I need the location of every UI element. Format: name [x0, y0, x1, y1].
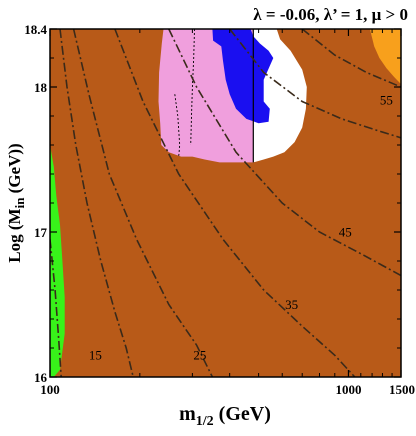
y-tick-label-17: 17 — [34, 225, 48, 240]
contour-line-3 — [168, 29, 401, 277]
dotted-boundary-line-0 — [190, 29, 195, 146]
contour-line-5 — [301, 29, 401, 88]
ticks-layer: 100 1000 1500 16 17 18 18.4 — [24, 22, 415, 397]
contour-labels-layer: 15 25 35 45 55 — [89, 92, 393, 362]
contour-line-0 — [59, 29, 134, 377]
x-tick-label-1500: 1500 — [389, 382, 415, 397]
y-tick-label-16: 16 — [34, 370, 48, 385]
x-axis-label: m1/2 (GeV) — [179, 403, 271, 429]
orange-region-4 — [369, 29, 401, 85]
x-axis-label-unit: (GeV) — [214, 403, 271, 425]
contour-label-45: 45 — [339, 224, 352, 239]
contour-line-1 — [72, 29, 214, 377]
contour-label-35: 35 — [285, 297, 298, 312]
contour-line-4 — [229, 29, 401, 139]
dotted-boundary-line-1 — [174, 94, 181, 157]
lines-layer — [174, 29, 254, 163]
y-tick-label-18: 18 — [34, 80, 48, 95]
x-tick-label-1000: 1000 — [335, 382, 361, 397]
y-axis-label-subscript: in — [12, 197, 27, 209]
x-tick-label-100: 100 — [40, 382, 60, 397]
x-axis-label-subscript: 1/2 — [196, 414, 214, 429]
y-axis-label-unit: (GeV)) — [5, 143, 24, 197]
y-axis-label-main: Log (M — [5, 208, 24, 262]
contours-layer — [50, 29, 401, 377]
contour-line-2 — [114, 29, 356, 377]
blue-region-2 — [212, 29, 274, 124]
contour-line-6 — [50, 239, 62, 377]
contour-label-15: 15 — [89, 348, 102, 363]
chart-title: λ = -0.06, λ’ = 1, μ > 0 — [253, 5, 408, 24]
y-axis-label: Log (Min (GeV)) — [5, 143, 27, 262]
y-tick-label-18.4: 18.4 — [24, 22, 47, 37]
x-axis-label-main: m — [179, 403, 196, 425]
contour-label-25: 25 — [193, 348, 206, 363]
contour-label-55: 55 — [380, 92, 393, 107]
